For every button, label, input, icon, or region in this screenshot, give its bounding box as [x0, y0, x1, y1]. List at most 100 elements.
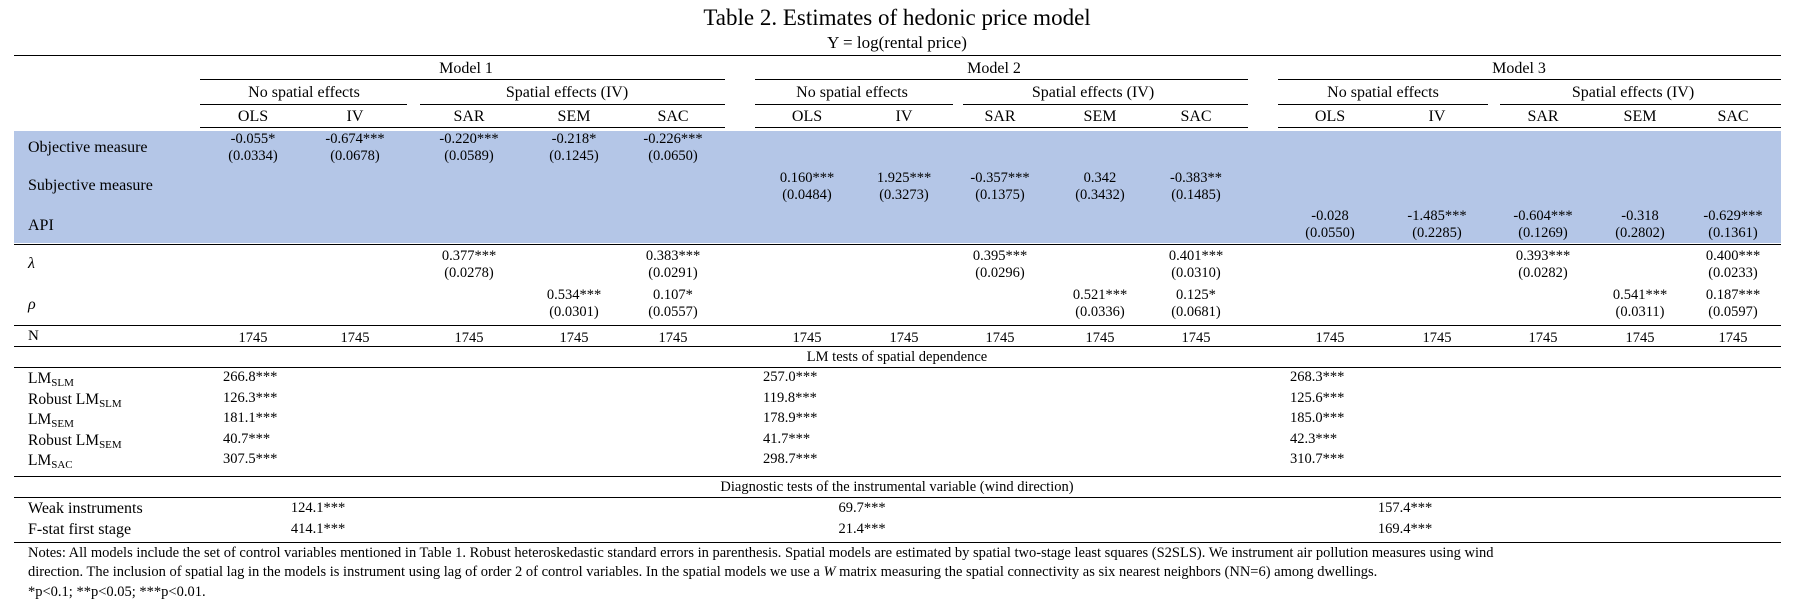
n-value: 1745 [340, 330, 370, 346]
method-header-sem: SEM [1083, 108, 1117, 125]
lm-test-value: 181.1*** [223, 410, 278, 426]
m1-group-no-spatial: No spatial effects [248, 84, 360, 101]
row-label-objective: Objective measure [28, 139, 148, 156]
n-value: 1745 [658, 330, 688, 346]
lm-test-value: 268.3*** [1290, 369, 1345, 385]
lm-test-value: 125.6*** [1290, 389, 1345, 406]
method-header-ols: OLS [237, 108, 269, 125]
coefficient-cell: -0.674*** (0.0678) [325, 131, 385, 164]
method-header-ols: OLS [791, 108, 823, 125]
diagnostic-value: 157.4*** [1377, 500, 1433, 516]
lm-test-value: 41.7*** [763, 430, 811, 447]
m3-group-no-spatial: No spatial effects [1327, 84, 1439, 101]
diagnostic-label: F-stat first stage [28, 521, 132, 538]
n-value: 1745 [1528, 330, 1558, 346]
m1-group-spatial: Spatial effects (IV) [505, 84, 629, 101]
coefficient-cell: 0.377*** (0.0278) [441, 248, 497, 281]
m2-group-spatial: Spatial effects (IV) [1031, 84, 1155, 101]
method-header-ols: OLS [1314, 108, 1346, 125]
n-value: 1745 [1718, 330, 1748, 346]
coefficient-cell: -0.218* (0.1245) [549, 131, 599, 164]
coefficient-cell: -1.485*** (0.2285) [1407, 208, 1467, 241]
diagnostic-value: 69.7*** [838, 500, 886, 516]
row-label-subjective: Subjective measure [28, 177, 153, 194]
row-label-lambda: λ [28, 255, 35, 272]
method-header-sem: SEM [1623, 108, 1657, 125]
method-header-sac: SAC [1180, 108, 1212, 125]
coefficient-cell: 0.395*** (0.0296) [972, 248, 1028, 281]
notes-line-2: direction. The inclusion of spatial lag … [28, 564, 1378, 580]
n-value: 1745 [1085, 330, 1115, 346]
method-header-sar: SAR [453, 108, 485, 125]
row-label-rho: ρ [28, 296, 36, 313]
coefficient-cell: 0.187*** (0.0597) [1705, 287, 1761, 320]
method-header-sac: SAC [1717, 108, 1749, 125]
n-value: 1745 [454, 330, 484, 346]
method-header-iv: IV [895, 108, 913, 125]
lm-test-value: 307.5*** [223, 451, 278, 467]
n-value: 1745 [889, 330, 919, 346]
diagnostic-value: 124.1*** [290, 500, 346, 516]
notes-line-1: Notes: All models include the set of con… [28, 545, 1494, 561]
n-value: 1745 [238, 330, 268, 346]
diagnostic-section-heading: Diagnostic tests of the instrumental var… [720, 479, 1074, 495]
row-label-n: N [28, 328, 39, 344]
n-value: 1745 [792, 330, 822, 346]
lm-test-value: 42.3*** [1290, 430, 1338, 447]
lm-test-value: 178.9*** [763, 410, 818, 426]
lm-test-label: LMSEM [28, 411, 74, 430]
air-pollution-measures-band [14, 131, 1781, 243]
coefficient-cell: -0.629*** (0.1361) [1703, 208, 1763, 241]
coefficient-cell: 0.541*** (0.0311) [1612, 287, 1668, 320]
m3-group-spatial: Spatial effects (IV) [1571, 84, 1695, 101]
lm-test-label: Robust LMSLM [28, 390, 122, 410]
top-rule [14, 55, 1781, 56]
method-header-sac: SAC [657, 108, 689, 125]
coefficient-cell: 0.521*** (0.0336) [1072, 287, 1128, 320]
method-header-sem: SEM [557, 108, 591, 125]
coefficient-cell: -0.604*** (0.1269) [1513, 208, 1573, 241]
method-header-sar: SAR [984, 108, 1016, 125]
diagnostic-value: 21.4*** [838, 521, 886, 537]
model-2-header: Model 2 [967, 60, 1021, 77]
coefficient-cell: -0.226*** (0.0650) [643, 131, 703, 164]
lm-test-value: 266.8*** [223, 369, 278, 385]
n-value: 1745 [1422, 330, 1452, 346]
diagnostic-label: Weak instruments [28, 500, 143, 517]
table-subtitle: Y = log(rental price) [827, 33, 967, 52]
lm-test-value: 126.3*** [223, 389, 278, 406]
coefficient-cell: 0.401*** (0.0310) [1168, 248, 1224, 281]
lm-section-heading: LM tests of spatial dependence [806, 349, 988, 365]
coefficient-cell: -0.357*** (0.1375) [970, 170, 1030, 203]
n-value: 1745 [1625, 330, 1655, 346]
coefficient-cell: 0.400*** (0.0233) [1705, 248, 1761, 281]
n-value: 1745 [985, 330, 1015, 346]
n-value: 1745 [1181, 330, 1211, 346]
row-label-api: API [28, 217, 54, 234]
model-3-header: Model 3 [1492, 60, 1546, 77]
model-1-header: Model 1 [439, 60, 493, 77]
coefficient-cell: 0.393*** (0.0282) [1515, 248, 1571, 281]
table-title: Table 2. Estimates of hedonic price mode… [703, 5, 1091, 30]
lm-test-label: LMSLM [28, 370, 74, 389]
coefficient-cell: -0.055* (0.0334) [228, 131, 278, 164]
notes-significance: *p<0.1; **p<0.05; ***p<0.01. [28, 584, 206, 600]
coefficient-cell: -0.028 (0.0550) [1305, 208, 1355, 241]
coefficient-cell: -0.220*** (0.0589) [439, 131, 499, 164]
lm-test-value: 185.0*** [1290, 410, 1345, 426]
coefficient-cell: 0.160*** (0.0484) [779, 170, 835, 203]
coefficient-cell: 0.107* (0.0557) [648, 287, 698, 320]
n-value: 1745 [559, 330, 589, 346]
lm-test-label: LMSAC [28, 452, 73, 471]
lm-test-value: 298.7*** [763, 451, 818, 467]
method-header-iv: IV [1428, 108, 1446, 125]
coefficient-cell: 1.925*** (0.3273) [876, 170, 932, 203]
method-header-sar: SAR [1527, 108, 1559, 125]
lm-test-value: 257.0*** [763, 369, 818, 385]
lm-test-value: 119.8*** [763, 389, 817, 406]
n-value: 1745 [1315, 330, 1345, 346]
method-header-iv: IV [346, 108, 364, 125]
diagnostic-value: 414.1*** [290, 521, 346, 537]
diagnostic-value: 169.4*** [1377, 521, 1433, 537]
